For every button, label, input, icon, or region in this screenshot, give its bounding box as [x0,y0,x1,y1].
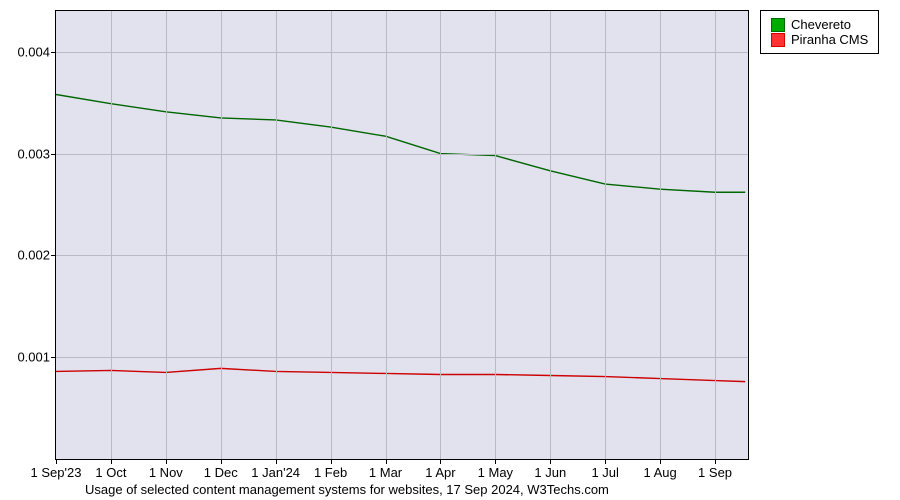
x-tick-mark [660,459,661,464]
y-tick-label: 0.002 [17,248,50,263]
gridline-v [605,11,606,459]
series-line [56,368,745,381]
x-tick-label: 1 Aug [643,465,676,480]
plot-area: 0.0010.0020.0030.0041 Sep'231 Oct1 Nov1 … [55,10,749,460]
gridline-h [56,255,748,256]
x-tick-mark [495,459,496,464]
x-tick-label: 1 Jan'24 [251,465,300,480]
legend-item: Chevereto [771,17,868,32]
y-tick-mark [51,52,56,53]
x-tick-mark [331,459,332,464]
gridline-v [440,11,441,459]
gridline-v [495,11,496,459]
y-tick-label: 0.003 [17,146,50,161]
legend-swatch [771,33,785,47]
gridline-v [715,11,716,459]
x-tick-mark [221,459,222,464]
x-tick-mark [386,459,387,464]
legend-swatch [771,18,785,32]
x-tick-mark [276,459,277,464]
gridline-v [660,11,661,459]
x-tick-mark [605,459,606,464]
gridline-v [276,11,277,459]
x-tick-label: 1 Sep'23 [31,465,82,480]
legend-label: Chevereto [791,17,851,32]
x-tick-mark [550,459,551,464]
gridline-v [221,11,222,459]
x-tick-label: 1 Feb [314,465,347,480]
x-tick-label: 1 Oct [95,465,126,480]
y-tick-mark [51,357,56,358]
x-tick-mark [440,459,441,464]
gridline-h [56,154,748,155]
series-line [56,94,745,192]
gridline-h [56,357,748,358]
y-tick-mark [51,255,56,256]
x-tick-mark [715,459,716,464]
y-tick-label: 0.001 [17,350,50,365]
gridline-v [166,11,167,459]
x-tick-mark [166,459,167,464]
x-tick-label: 1 Dec [204,465,238,480]
legend-item: Piranha CMS [771,32,868,47]
gridline-h [56,52,748,53]
legend-label: Piranha CMS [791,32,868,47]
x-tick-label: 1 Mar [369,465,402,480]
chart-lines [56,11,748,459]
chart-container: 0.001 0.002 0.003 0.004 1 Sep'23 1 Oct 1 Nov 1 … [0,0,900,500]
x-tick-label: 1 Jun [534,465,566,480]
gridline-v [550,11,551,459]
gridline-v [331,11,332,459]
x-tick-label: 1 Sep [698,465,732,480]
x-tick-label: 1 Jul [591,465,618,480]
x-tick-label: 1 May [478,465,513,480]
gridline-v [111,11,112,459]
legend: CheveretoPiranha CMS [760,10,879,54]
y-tick-label: 0.004 [17,44,50,59]
y-tick-mark [51,154,56,155]
gridline-v [386,11,387,459]
x-tick-mark [111,459,112,464]
x-tick-label: 1 Apr [425,465,455,480]
chart-caption: Usage of selected content management sys… [85,482,609,497]
x-tick-label: 1 Nov [149,465,183,480]
x-tick-mark [56,459,57,464]
